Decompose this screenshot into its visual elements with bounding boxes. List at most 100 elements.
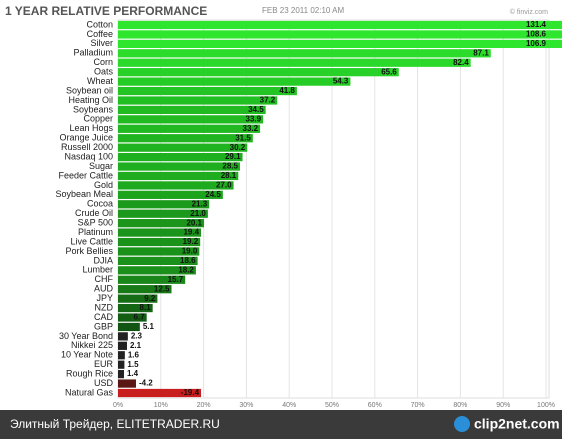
category-label: Soybean Meal xyxy=(55,189,113,199)
bar xyxy=(118,237,201,247)
category-label: Rough Rice xyxy=(66,369,113,379)
category-label: Corn xyxy=(93,57,113,67)
x-tick-label: 80% xyxy=(453,402,467,409)
category-label: Lumber xyxy=(82,265,113,275)
value-label: 27.0 xyxy=(216,181,232,190)
category-label: Copper xyxy=(83,114,113,124)
bar xyxy=(118,275,186,284)
bar xyxy=(118,266,196,275)
value-label: 15.7 xyxy=(168,275,184,284)
value-label: 33.9 xyxy=(246,114,262,123)
value-label: -4.2 xyxy=(139,379,153,388)
footer-logo: clip2net.com xyxy=(474,416,560,432)
value-label: 2.3 xyxy=(131,331,143,340)
category-label: JPY xyxy=(96,293,113,303)
bar xyxy=(118,162,240,171)
bar xyxy=(118,200,210,209)
category-label: 10 Year Note xyxy=(61,350,113,360)
bar xyxy=(118,256,198,266)
value-label: 108.6 xyxy=(526,30,547,39)
category-label: Oats xyxy=(94,67,114,77)
value-label: 19.2 xyxy=(183,237,199,246)
bar xyxy=(118,388,202,398)
value-label: 82.4 xyxy=(453,58,469,67)
bar xyxy=(118,171,239,181)
value-label: 33.2 xyxy=(243,124,259,133)
x-tick-label: 20% xyxy=(197,402,211,409)
category-label: GBP xyxy=(94,321,113,331)
bar xyxy=(118,219,205,228)
bar xyxy=(118,322,140,332)
value-label: 31.5 xyxy=(235,133,251,142)
bar xyxy=(118,332,128,341)
bar xyxy=(118,134,253,143)
bar xyxy=(118,294,158,303)
bar xyxy=(118,20,562,30)
category-label: Cotton xyxy=(86,19,113,29)
x-tick-label: 10% xyxy=(154,402,168,409)
value-label: 19.0 xyxy=(182,247,198,256)
value-label: 28.1 xyxy=(221,171,237,180)
value-label: 34.5 xyxy=(248,105,264,114)
category-label: CAD xyxy=(94,312,114,322)
category-label: CHF xyxy=(95,274,114,284)
bar xyxy=(118,341,127,350)
x-tick-label: 0% xyxy=(113,402,123,409)
value-label: 37.2 xyxy=(260,96,276,105)
value-label: 1.5 xyxy=(127,360,139,369)
bar xyxy=(118,247,200,256)
category-label: Live Cattle xyxy=(70,236,113,246)
bar xyxy=(118,379,136,388)
bar xyxy=(118,96,278,105)
bar xyxy=(118,303,153,313)
footer-text: Элитный Трейдер, ELITETRADER.RU xyxy=(10,417,220,431)
bar xyxy=(118,124,261,133)
x-tick-label: 90% xyxy=(496,402,510,409)
value-label: 30.2 xyxy=(230,143,246,152)
x-tick-label: 100% xyxy=(537,402,555,409)
category-label: EUR xyxy=(94,359,114,369)
category-label: Platinum xyxy=(78,227,113,237)
value-label: 21.3 xyxy=(192,199,208,208)
bar xyxy=(118,68,399,77)
value-label: 5.1 xyxy=(143,322,155,331)
x-tick-label: 40% xyxy=(282,402,296,409)
value-label: 1.4 xyxy=(127,369,139,378)
category-label: Orange Juice xyxy=(59,133,113,143)
category-label: Nikkei 225 xyxy=(71,340,113,350)
category-label: Palladium xyxy=(73,48,113,58)
bar xyxy=(118,143,248,152)
bar xyxy=(118,152,243,162)
bar xyxy=(118,39,562,48)
category-label: Nasdaq 100 xyxy=(64,151,113,161)
bar xyxy=(118,77,351,86)
bar xyxy=(118,30,562,39)
category-label: DJIA xyxy=(93,255,113,265)
value-label: 21.0 xyxy=(190,209,206,218)
category-label: Natural Gas xyxy=(65,387,114,397)
category-label: Coffee xyxy=(87,29,113,39)
value-label: 18.6 xyxy=(180,256,196,265)
value-label: 18.2 xyxy=(178,265,194,274)
value-label: 1.6 xyxy=(128,350,140,359)
value-label: 24.5 xyxy=(205,190,221,199)
x-tick-label: 70% xyxy=(411,402,425,409)
category-label: Gold xyxy=(94,180,113,190)
category-label: Cocoa xyxy=(87,199,113,209)
value-label: 65.6 xyxy=(381,67,397,76)
category-label: Pork Bellies xyxy=(65,246,113,256)
value-label: 2.1 xyxy=(130,341,142,350)
category-label: Soybean oil xyxy=(66,85,113,95)
value-label: 19.4 xyxy=(183,228,199,237)
category-label: AUD xyxy=(94,284,114,294)
bar xyxy=(118,190,223,199)
chart-subtitle: FEB 23 2011 02:10 AM xyxy=(262,6,344,15)
category-label: Soybeans xyxy=(73,104,114,114)
category-label: Russell 2000 xyxy=(61,142,113,152)
logo-icon xyxy=(454,416,470,432)
value-label: -19.4 xyxy=(181,388,200,397)
category-label: Wheat xyxy=(87,76,114,86)
bar xyxy=(118,49,491,58)
category-label: Lean Hogs xyxy=(69,123,113,133)
